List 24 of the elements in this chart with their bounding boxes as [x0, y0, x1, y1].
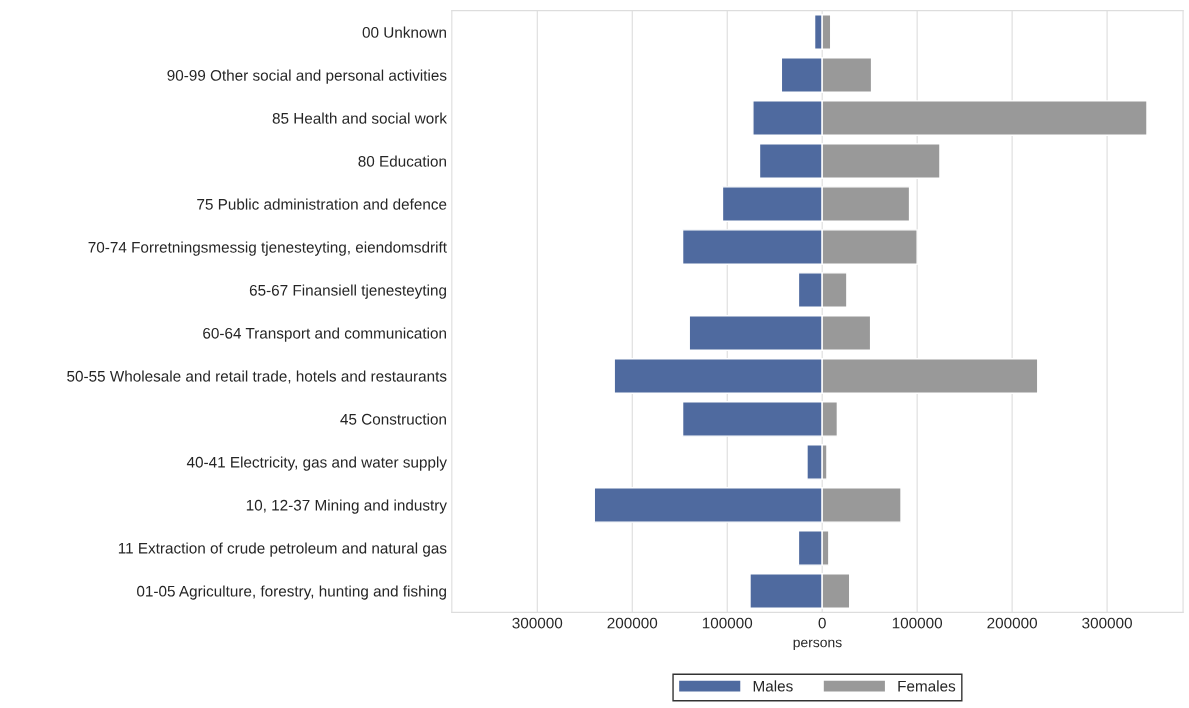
y-tick-label: 85 Health and social work — [272, 112, 447, 124]
legend-label: Males — [753, 680, 793, 692]
legend-label: Females — [898, 680, 956, 692]
y-tick-label: 45 Construction — [340, 413, 446, 425]
y-tick-label: 00 Unknown — [362, 26, 446, 38]
y-tick-label: 01-05 Agriculture, forestry, hunting and fishing — [137, 585, 446, 600]
y-tick-label: 40-41 Electricity, gas and water supply — [186, 456, 447, 471]
x-tick-label: 200000 — [987, 617, 1038, 629]
y-tick-label: 50-55 Wholesale and retail trade, hotels and restaurants — [67, 370, 447, 384]
x-tick-label: 300000 — [1082, 617, 1132, 629]
y-tick-label: 10, 12-37 Mining and industry — [246, 499, 447, 514]
y-tick-label: 65-67 Finansiell tjenesteyting — [249, 284, 446, 299]
x-tick-label: 200000 — [607, 617, 658, 629]
y-tick-label: 75 Public administration and defence — [197, 198, 447, 210]
y-tick-label: 90-99 Other social and personal activities — [167, 69, 447, 84]
x-tick-label: 100000 — [702, 617, 753, 629]
x-axis-title: persons — [793, 639, 842, 651]
y-tick-label: 80 Education — [358, 155, 446, 167]
y-tick-label: 11 Extraction of crude petroleum and natural gas — [118, 542, 447, 557]
x-tick-label: 300000 — [512, 617, 563, 629]
x-tick-label: 0 — [818, 617, 826, 629]
x-tick-label: 100000 — [892, 617, 943, 629]
y-tick-label: 70-74 Forretningsmessig tjenesteyting, eiendomsdrift — [88, 241, 447, 256]
y-tick-label: 60-64 Transport and communication — [203, 327, 446, 342]
